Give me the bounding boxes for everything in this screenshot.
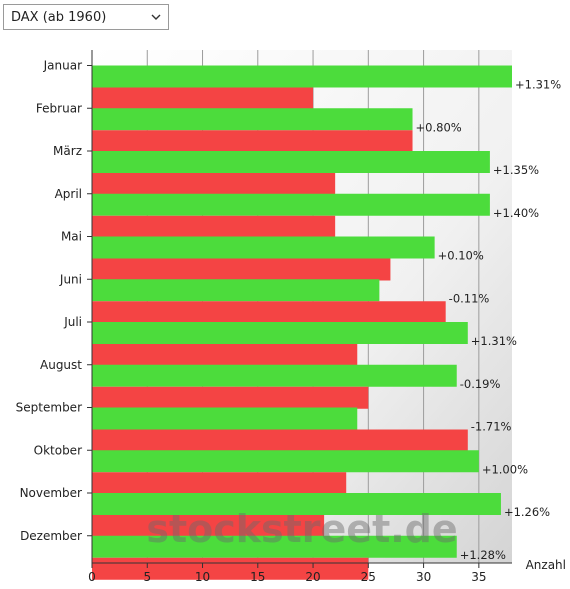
bar-red-Juli bbox=[92, 344, 358, 366]
data-label: +1.31% bbox=[515, 78, 561, 92]
bar-red-September bbox=[92, 429, 468, 452]
x-tick-label: 35 bbox=[471, 570, 486, 584]
category-label: November bbox=[20, 486, 82, 500]
data-label: +1.40% bbox=[493, 206, 539, 220]
chevron-down-icon bbox=[151, 14, 161, 20]
index-select-value: DAX (ab 1960) bbox=[11, 9, 107, 25]
category-label: August bbox=[40, 358, 82, 372]
category-label: September bbox=[16, 401, 82, 415]
data-label: +1.00% bbox=[482, 462, 528, 476]
bar-red-Februar bbox=[92, 130, 413, 153]
x-tick-label: 0 bbox=[88, 570, 96, 584]
bar-red-November bbox=[92, 515, 325, 537]
category-label: Januar bbox=[43, 59, 82, 73]
category-label: Dezember bbox=[20, 529, 82, 543]
data-label: +1.31% bbox=[471, 334, 517, 348]
x-tick-label: 10 bbox=[195, 570, 210, 584]
bar-green-Juli bbox=[92, 322, 468, 344]
bar-red-Dezember bbox=[92, 557, 369, 580]
labels: Januar +1.31% Februar +0.80% März +1.35% April… bbox=[16, 59, 566, 585]
category-label: Juli bbox=[63, 315, 82, 329]
x-axis-title: Anzahl bbox=[526, 558, 566, 572]
category-label: März bbox=[53, 144, 82, 158]
data-label: -0.19% bbox=[460, 377, 501, 391]
bar-red-April bbox=[92, 215, 336, 238]
x-tick-label: 15 bbox=[250, 570, 265, 584]
bar-red-Januar bbox=[92, 87, 314, 110]
data-label: +0.80% bbox=[416, 120, 462, 134]
bar-green-Mai bbox=[92, 236, 435, 259]
watermark: stockstreet.de bbox=[146, 507, 457, 551]
x-tick-label: 30 bbox=[416, 570, 431, 584]
x-tick-label: 25 bbox=[361, 570, 376, 584]
x-tick-label: 20 bbox=[305, 570, 320, 584]
bar-red-Mai bbox=[92, 258, 391, 281]
bar-green-September bbox=[92, 407, 358, 430]
bar-red-Oktober bbox=[92, 472, 347, 495]
axes bbox=[87, 50, 512, 568]
bar-green-November bbox=[92, 493, 501, 515]
bar-green-Januar bbox=[92, 65, 512, 88]
data-label: +1.28% bbox=[460, 548, 506, 562]
bar-green-August bbox=[92, 364, 457, 387]
bar-green-Februar bbox=[92, 108, 413, 131]
category-label: April bbox=[55, 187, 82, 201]
bar-green-Dezember bbox=[92, 535, 457, 558]
data-label: +0.10% bbox=[438, 249, 484, 263]
category-label: Juni bbox=[59, 272, 82, 286]
index-select[interactable]: DAX (ab 1960) bbox=[3, 4, 169, 30]
data-label: -0.11% bbox=[449, 291, 490, 305]
bar-green-März bbox=[92, 151, 490, 173]
bar-green-April bbox=[92, 193, 490, 216]
bar-red-März bbox=[92, 173, 336, 195]
bar-green-Oktober bbox=[92, 450, 479, 473]
x-tick-label: 5 bbox=[143, 570, 151, 584]
data-label: -1.71% bbox=[471, 420, 512, 434]
data-label: +1.35% bbox=[493, 163, 539, 177]
category-label: Februar bbox=[36, 101, 82, 115]
category-label: Oktober bbox=[34, 443, 82, 457]
data-label: +1.26% bbox=[504, 505, 550, 519]
bar-green-Juni bbox=[92, 279, 380, 302]
category-label: Mai bbox=[61, 230, 82, 244]
bars bbox=[92, 65, 512, 580]
bar-red-August bbox=[92, 386, 369, 409]
bar-red-Juni bbox=[92, 301, 446, 324]
